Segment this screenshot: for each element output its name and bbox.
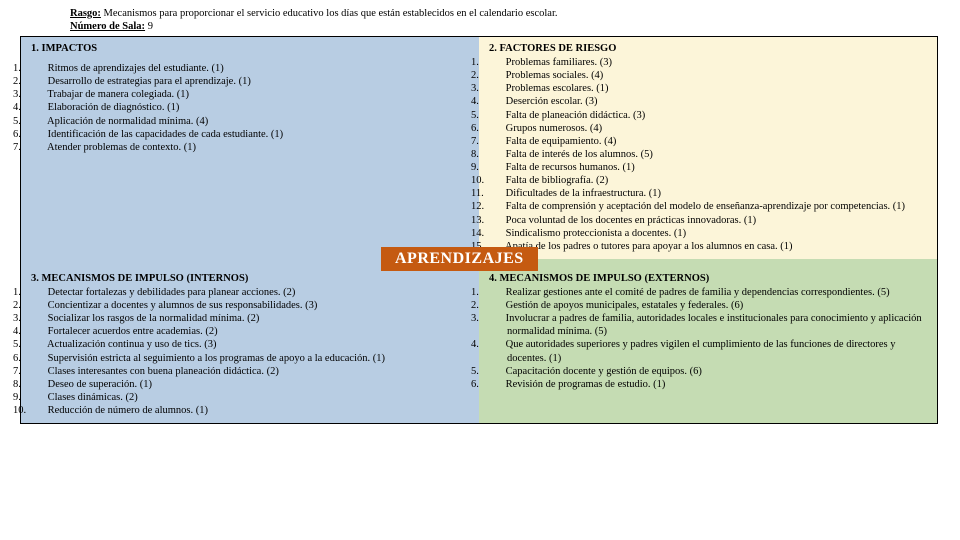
rasgo-label: Rasgo:	[70, 8, 101, 19]
list-item: 1. Detectar fortalezas y debilidades par…	[31, 286, 469, 299]
quadrant-impactos: 1. IMPACTOS 1. Ritmos de aprendizajes de…	[21, 37, 479, 259]
header-sala: Número de Sala: 9	[70, 21, 940, 32]
aprendizajes-banner: APRENDIZAJES	[381, 247, 538, 271]
list-item: 4. Fortalecer acuerdos entre academias. …	[31, 325, 469, 338]
q4-title: 4. MECANISMOS DE IMPULSO (EXTERNOS)	[489, 273, 927, 284]
list-item: 9. Falta de recursos humanos. (1)	[489, 161, 927, 174]
list-item: 6. Grupos numerosos. (4)	[489, 122, 927, 135]
list-item: 5. Actualización continua y uso de tics.…	[31, 338, 469, 351]
list-item: 6. Identificación de las capacidades de …	[31, 128, 469, 141]
list-item: 6. Supervisión estricta al seguimiento a…	[31, 352, 469, 365]
row-top: 1. IMPACTOS 1. Ritmos de aprendizajes de…	[21, 37, 937, 259]
list-item: 3. Involucrar a padres de familia, autor…	[489, 312, 927, 338]
sala-label: Número de Sala:	[70, 21, 145, 32]
list-item: 13. Poca voluntad de los docentes en prá…	[489, 214, 927, 227]
list-item: 3. Problemas escolares. (1)	[489, 82, 927, 95]
list-item: 4. Deserción escolar. (3)	[489, 95, 927, 108]
quadrant-grid: 1. IMPACTOS 1. Ritmos de aprendizajes de…	[20, 36, 938, 424]
row-bottom: APRENDIZAJES 3. MECANISMOS DE IMPULSO (I…	[21, 259, 937, 423]
list-item: 9. Clases dinámicas. (2)	[31, 391, 469, 404]
quadrant-mecanismos-externos: 4. MECANISMOS DE IMPULSO (EXTERNOS) 1. R…	[479, 259, 937, 423]
list-item: 3. Socializar los rasgos de la normalida…	[31, 312, 469, 325]
q4-list: 1. Realizar gestiones ante el comité de …	[489, 286, 927, 391]
page: Rasgo: Mecanismos para proporcionar el s…	[0, 0, 960, 432]
list-item: 5. Falta de planeación didáctica. (3)	[489, 109, 927, 122]
list-item: 6. Revisión de programas de estudio. (1)	[489, 378, 927, 391]
list-item: 8. Deseo de superación. (1)	[31, 378, 469, 391]
list-item: 12. Falta de comprensión y aceptación de…	[489, 200, 927, 213]
q3-title: 3. MECANISMOS DE IMPULSO (INTERNOS)	[31, 273, 469, 284]
list-item: 1. Ritmos de aprendizajes del estudiante…	[31, 62, 469, 75]
list-item: 7. Atender problemas de contexto. (1)	[31, 141, 469, 154]
list-item: 5. Capacitación docente y gestión de equ…	[489, 365, 927, 378]
list-item: 10. Falta de bibliografía. (2)	[489, 174, 927, 187]
list-item: 2. Problemas sociales. (4)	[489, 69, 927, 82]
list-item: 8. Falta de interés de los alumnos. (5)	[489, 148, 927, 161]
q1-title: 1. IMPACTOS	[31, 43, 469, 54]
quadrant-factores-riesgo: 2. FACTORES DE RIESGO 1. Problemas famil…	[479, 37, 937, 259]
header-rasgo: Rasgo: Mecanismos para proporcionar el s…	[70, 8, 940, 19]
banner-text: APRENDIZAJES	[395, 250, 524, 267]
list-item: 2. Gestión de apoyos municipales, estata…	[489, 299, 927, 312]
list-item: 3. Trabajar de manera colegiada. (1)	[31, 88, 469, 101]
q1-list: 1. Ritmos de aprendizajes del estudiante…	[31, 62, 469, 154]
list-item: 1. Problemas familiares. (3)	[489, 56, 927, 69]
list-item: 10. Reducción de número de alumnos. (1)	[31, 404, 469, 417]
list-item: 7. Clases interesantes con buena planeac…	[31, 365, 469, 378]
sala-value: 9	[145, 21, 153, 32]
q2-list: 1. Problemas familiares. (3)2. Problemas…	[489, 56, 927, 253]
list-item: 2. Desarrollo de estrategias para el apr…	[31, 75, 469, 88]
quadrant-mecanismos-internos: 3. MECANISMOS DE IMPULSO (INTERNOS) 1. D…	[21, 259, 479, 423]
list-item: 1. Realizar gestiones ante el comité de …	[489, 286, 927, 299]
q3-list: 1. Detectar fortalezas y debilidades par…	[31, 286, 469, 417]
rasgo-text: Mecanismos para proporcionar el servicio…	[101, 8, 558, 19]
list-item: 4. Elaboración de diagnóstico. (1)	[31, 101, 469, 114]
list-item: 4. Que autoridades superiores y padres v…	[489, 338, 927, 364]
list-item: 5. Aplicación de normalidad mínima. (4)	[31, 115, 469, 128]
q2-title: 2. FACTORES DE RIESGO	[489, 43, 927, 54]
list-item: 7. Falta de equipamiento. (4)	[489, 135, 927, 148]
list-item: 14. Sindicalismo proteccionista a docent…	[489, 227, 927, 240]
list-item: 2. Concientizar a docentes y alumnos de …	[31, 299, 469, 312]
list-item: 11. Dificultades de la infraestructura. …	[489, 187, 927, 200]
list-item: 15. Apatía de los padres o tutores para …	[489, 240, 927, 253]
